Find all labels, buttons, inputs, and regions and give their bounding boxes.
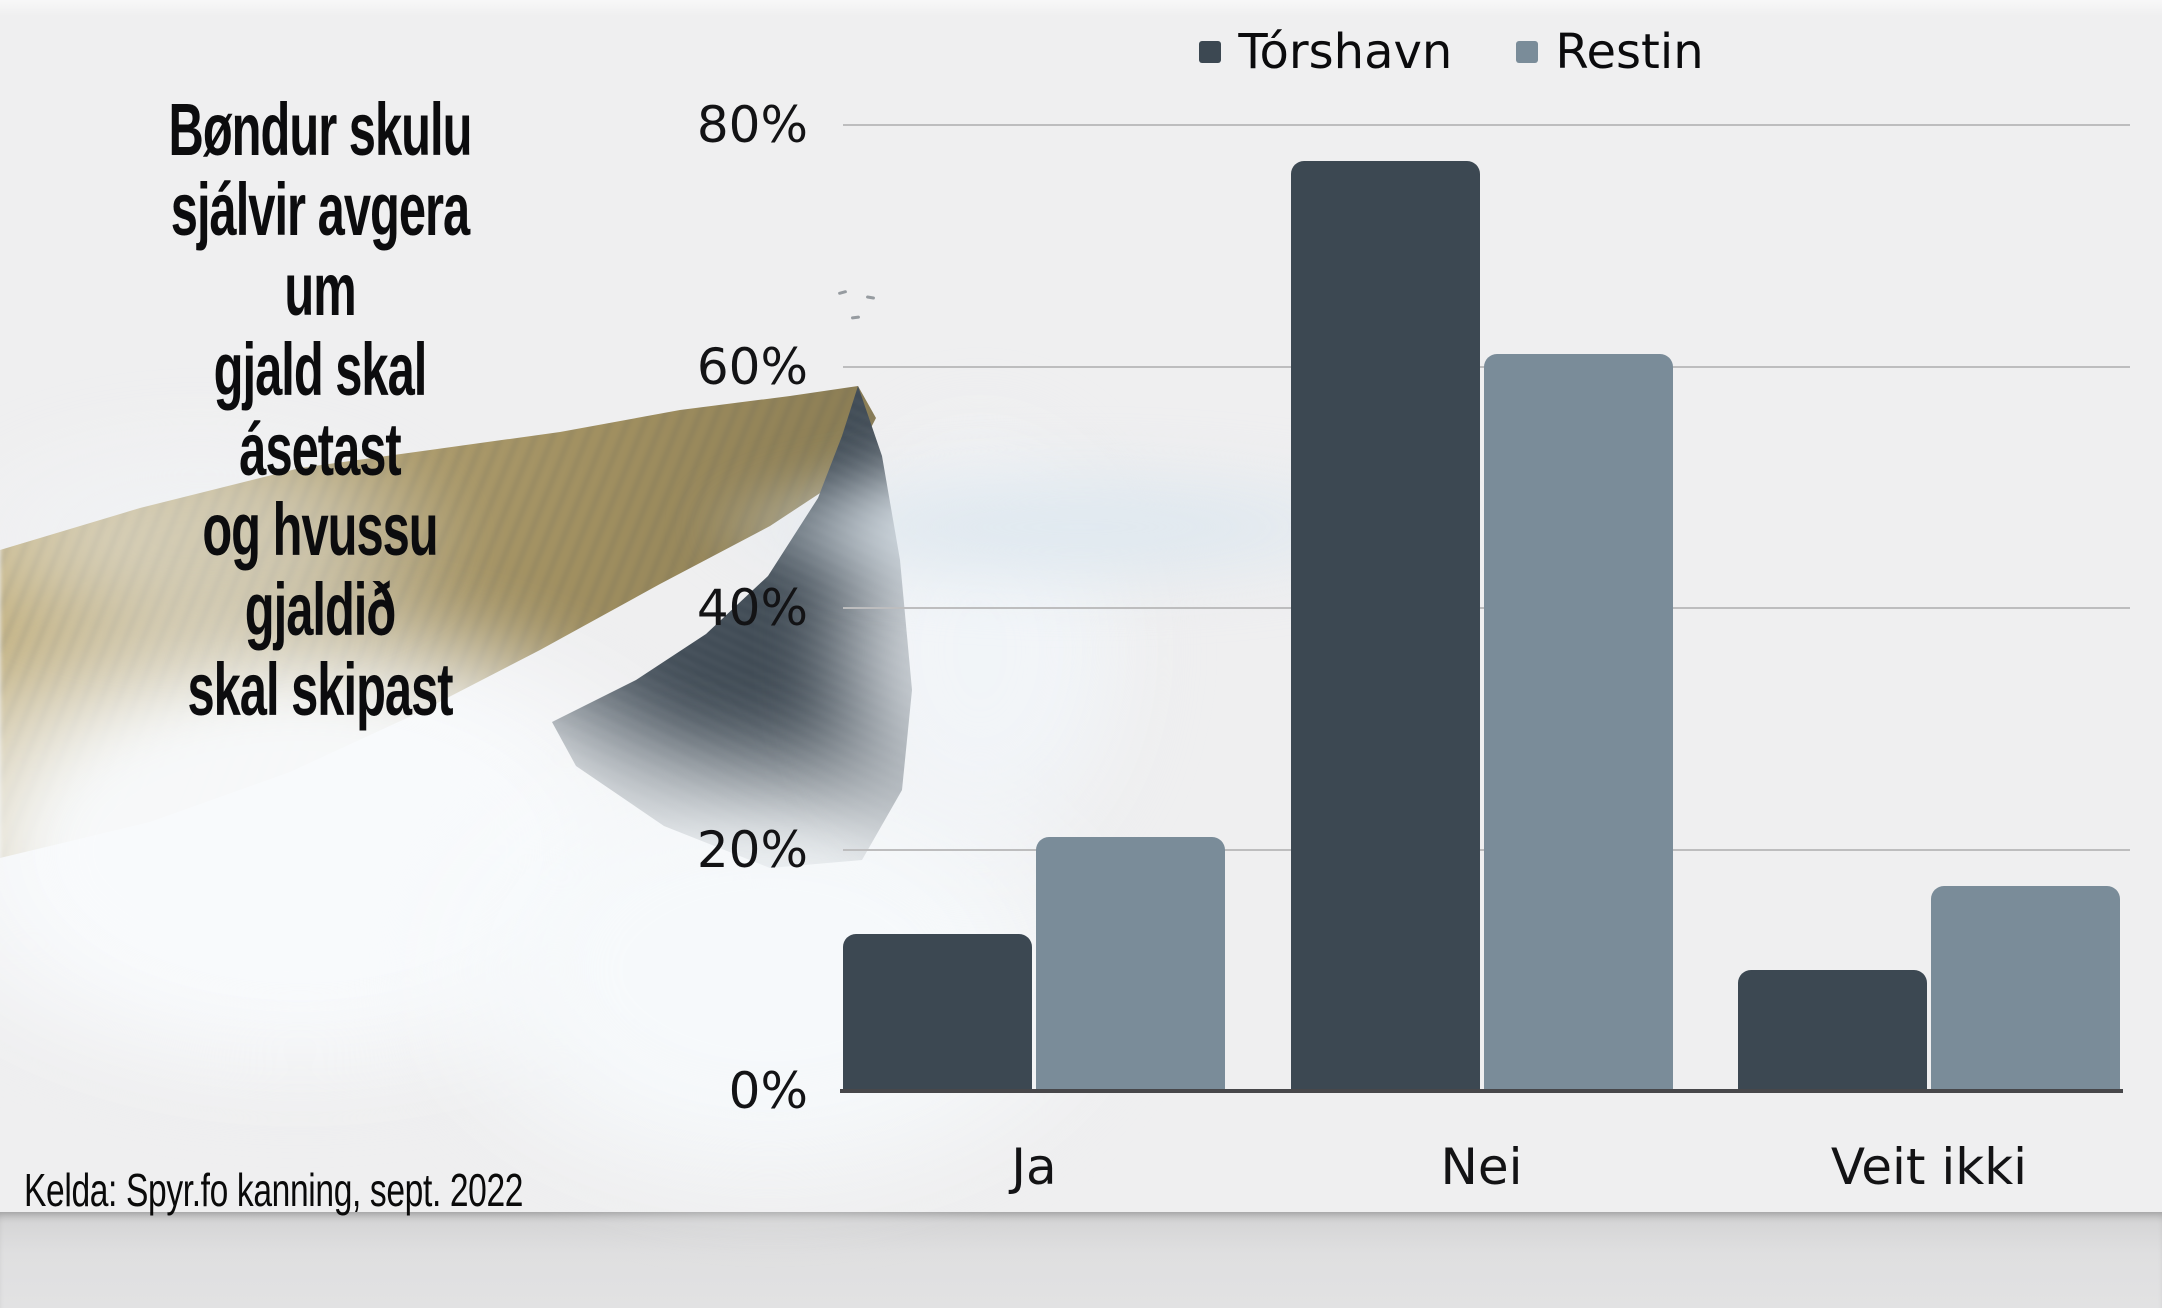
legend-label-t-rshavn: Tórshavn <box>1238 24 1453 80</box>
y-tick-label-80: 80% <box>696 96 808 154</box>
y-tick-label-0: 0% <box>728 1062 808 1120</box>
bar-t-rshavn-ja <box>843 934 1032 1091</box>
y-tick-label-40: 40% <box>696 579 808 637</box>
bar-t-rshavn-nei <box>1290 161 1480 1091</box>
x-axis-line <box>840 1089 2123 1093</box>
bar-restin-veit-ikki <box>1931 885 2120 1091</box>
bar-restin-nei <box>1483 354 1673 1091</box>
bar-groups <box>843 125 2120 1091</box>
x-tick-label-nei: Nei <box>1440 1138 1523 1196</box>
legend-label-restin: Restin <box>1555 24 1704 80</box>
y-tick-label-60: 60% <box>696 337 808 396</box>
bar-group-ja <box>843 125 1225 1091</box>
bar-group-veit-ikki <box>1738 125 2120 1091</box>
gridline-80 <box>843 124 2130 126</box>
chart-legend: Tórshavn Restin <box>843 24 2120 80</box>
legend-item-restin: Restin <box>1516 24 1704 80</box>
slide-title: Bøndur skulu sjálvir avgera um gjald ska… <box>168 88 473 731</box>
x-tick-label-veit-ikki: Veit ikki <box>1830 1138 2028 1196</box>
source-note: Kelda: Spyr.fo kanning, sept. 2022 <box>24 1164 524 1216</box>
legend-item-t-rshavn: Tórshavn <box>1199 24 1452 80</box>
legend-swatch-restin <box>1516 41 1539 63</box>
plot-area <box>840 124 2130 1093</box>
x-tick-label-ja: Ja <box>1011 1138 1057 1196</box>
bar-t-rshavn-veit-ikki <box>1738 970 1927 1091</box>
bar-restin-ja <box>1036 837 1225 1091</box>
x-axis-labels: Ja Nei Veit ikki <box>843 1138 2120 1196</box>
bar-group-nei <box>1290 125 1673 1091</box>
area-below-slide <box>0 1212 2162 1308</box>
slide-top-sheen <box>0 0 2162 16</box>
y-tick-label-20: 20% <box>696 820 808 879</box>
legend-swatch-t-rshavn <box>1199 41 1222 63</box>
